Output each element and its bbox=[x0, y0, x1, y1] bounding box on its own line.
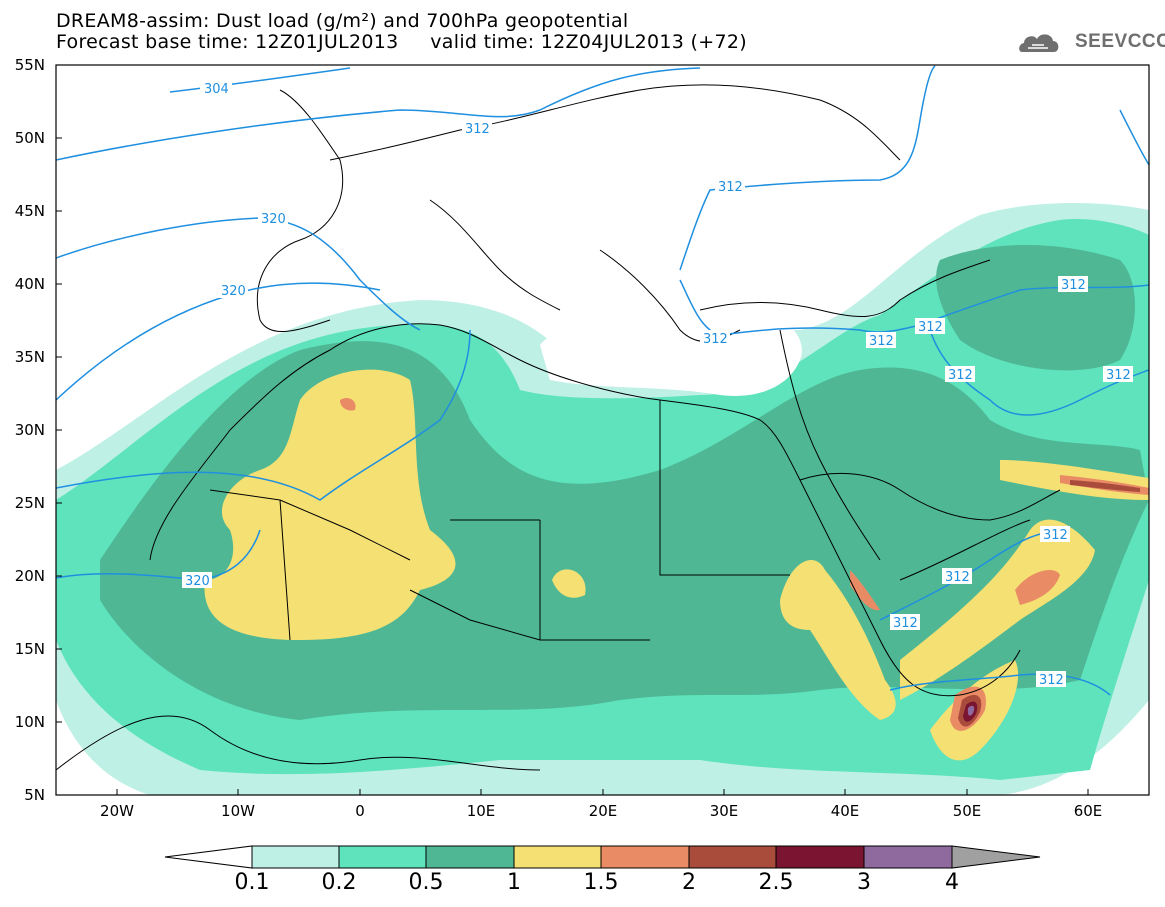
colorbar-label-0.5: 0.5 bbox=[408, 870, 444, 895]
colorbar-label-3: 3 bbox=[857, 870, 871, 895]
contour-label-312-blacksea: 312 bbox=[718, 180, 743, 195]
colorbar-label-1.5: 1.5 bbox=[583, 870, 619, 895]
lon-label-40e: 40E bbox=[830, 802, 860, 820]
lon-label-10w: 10W bbox=[221, 802, 255, 820]
lat-label-15n: 15N bbox=[14, 640, 45, 658]
chart-subtitle: Forecast base time: 12Z01JUL2013 valid t… bbox=[56, 31, 747, 53]
contour-label-320-iberia: 320 bbox=[221, 284, 246, 299]
contour-label-312-europe: 312 bbox=[465, 122, 490, 137]
mediterranean-clear-area bbox=[540, 300, 802, 396]
dust-band-3 bbox=[967, 705, 975, 716]
lat-label-25n: 25N bbox=[14, 494, 45, 512]
lat-label-40n: 40N bbox=[14, 275, 45, 293]
colorbar-segment-1 bbox=[513, 845, 602, 869]
contour-label-312-iran: 312 bbox=[1106, 368, 1131, 383]
lon-label-30e: 30E bbox=[709, 802, 739, 820]
lon-label-20e: 20E bbox=[588, 802, 618, 820]
contour-label-320-atlantic: 320 bbox=[261, 212, 286, 227]
colorbar-label-2.5: 2.5 bbox=[758, 870, 794, 895]
colorbar-segment-0.5 bbox=[425, 845, 515, 869]
lon-label-10e: 10E bbox=[466, 802, 496, 820]
contour-label-312-caspian: 312 bbox=[1061, 278, 1086, 293]
colorbar-label-1: 1 bbox=[507, 870, 521, 895]
colorbar-label-0.1: 0.1 bbox=[234, 870, 270, 895]
colorbar-segment-1.5 bbox=[600, 845, 690, 869]
colorbar-segment-0.2 bbox=[338, 845, 427, 869]
colorbar-label-2: 2 bbox=[682, 870, 696, 895]
dust-band-1-redsea bbox=[780, 560, 896, 720]
contour-label-312-yemen: 312 bbox=[893, 616, 918, 631]
colorbar-label-0.2: 0.2 bbox=[321, 870, 357, 895]
contour-label-304: 304 bbox=[204, 82, 229, 97]
colorbar-label-4: 4 bbox=[945, 870, 959, 895]
contour-label-312-levant: 312 bbox=[869, 334, 894, 349]
dust-band-2 bbox=[958, 480, 1140, 727]
cloud-logo-icon bbox=[1019, 34, 1059, 52]
colorbar-segment-above bbox=[951, 845, 1041, 869]
lat-label-50n: 50N bbox=[14, 129, 45, 147]
dust-band-1-sahara bbox=[204, 369, 456, 640]
contour-label-312-iraq: 312 bbox=[948, 368, 973, 383]
country-borders bbox=[56, 84, 1061, 771]
lat-label-10n: 10N bbox=[14, 713, 45, 731]
lat-label-20n: 20N bbox=[14, 567, 45, 585]
contour-label-312-oman: 312 bbox=[1043, 528, 1068, 543]
lat-label-30n: 30N bbox=[14, 421, 45, 439]
lat-label-5n: 5N bbox=[24, 786, 45, 804]
lon-label-20w: 20W bbox=[100, 802, 134, 820]
colorbar-segment-0.1 bbox=[251, 845, 340, 869]
dust-band-1-chad bbox=[552, 569, 586, 598]
lon-label-0: 0 bbox=[355, 802, 365, 820]
contour-label-312-arabia: 312 bbox=[945, 570, 970, 585]
logo-text: SEEVCCC bbox=[1075, 31, 1165, 52]
contour-label-312-arabiansea: 312 bbox=[1039, 673, 1064, 688]
colorbar-segment-2 bbox=[688, 845, 777, 869]
colorbar-segment-2.5 bbox=[775, 845, 865, 869]
lon-label-50e: 50E bbox=[952, 802, 982, 820]
colorbar bbox=[164, 845, 1041, 869]
lon-label-60e: 60E bbox=[1073, 802, 1103, 820]
contour-label-312-med: 312 bbox=[703, 332, 728, 347]
lat-label-45n: 45N bbox=[14, 202, 45, 220]
axis-ticks bbox=[56, 64, 1089, 795]
contour-label-312-caucasus: 312 bbox=[918, 320, 943, 335]
lat-label-55n: 55N bbox=[14, 56, 45, 74]
chart-title: DREAM8-assim: Dust load (g/m²) and 700hP… bbox=[56, 10, 629, 32]
colorbar-segment-below bbox=[164, 845, 253, 869]
colorbar-segment-3 bbox=[863, 845, 953, 869]
lat-label-35n: 35N bbox=[14, 348, 45, 366]
contour-label-320-africa: 320 bbox=[185, 574, 210, 589]
contour-label-group: 304 312 312 320 320 320 312 312 312 312 … bbox=[182, 80, 1133, 688]
dust-band-1-oman bbox=[900, 519, 1095, 700]
